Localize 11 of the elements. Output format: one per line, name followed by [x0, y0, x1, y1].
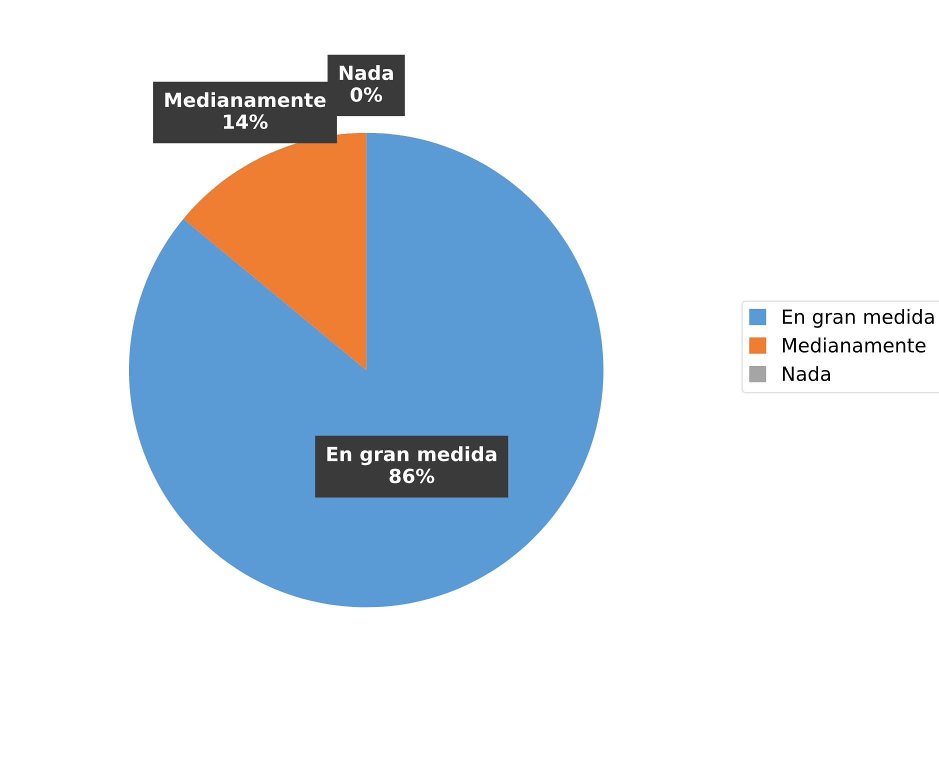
- category-label: Nada: [340, 65, 393, 80]
- slice-label: En gran medida: [327, 446, 496, 466]
- data-label: 14%: [224, 114, 268, 130]
- legend-label: Nada: [782, 366, 830, 382]
- pie-slice: [183, 132, 366, 370]
- legend-label: En gran medida: [782, 309, 934, 328]
- data-label: 86%: [390, 468, 434, 484]
- pie-slice: [129, 132, 604, 608]
- legend-label: Medianamente: [782, 338, 926, 353]
- text: 0%: [350, 87, 382, 102]
- slice-label: Medianamente: [165, 92, 326, 108]
